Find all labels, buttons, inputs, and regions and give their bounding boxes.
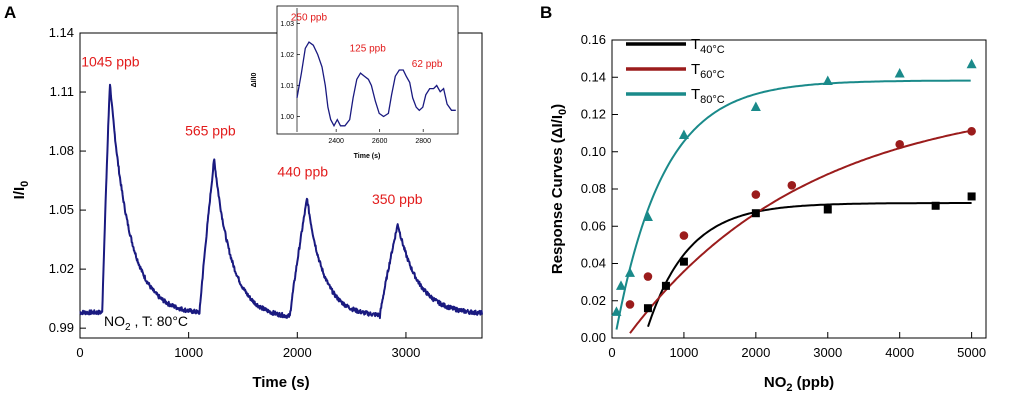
- data-point: [966, 58, 977, 69]
- panel-b-x-ticks: 0 1000 2000 3000 4000 5000: [608, 332, 986, 360]
- panel-b: 0.00 0.02 0.04 0.06 0.08 0.10 0.12 0.14 0.16 0 10…: [549, 32, 987, 394]
- inset-y-axis-label: ΔI/I0: [251, 73, 258, 88]
- data-point: [894, 68, 905, 78]
- b-ytick-label: 0.00: [581, 330, 606, 345]
- inset-peak-label: 125 ppb: [350, 43, 387, 54]
- data-point: [642, 211, 653, 221]
- a-xtick-label: 3000: [391, 345, 420, 360]
- peak-label: 1045 ppb: [81, 53, 140, 69]
- inset-frame: [276, 5, 459, 135]
- b-ytick-label: 0.06: [581, 218, 606, 233]
- panel-b-x-axis-label: NO2 (ppb): [764, 374, 834, 394]
- b-xtick-label: 4000: [885, 345, 914, 360]
- panel-a-peak-labels: 1045 ppb 565 ppb 440 ppb 350 ppb: [81, 53, 423, 207]
- b-xtick-label: 3000: [813, 345, 842, 360]
- fit-curve: [615, 79, 971, 330]
- inset-ytick-label: 1.02: [280, 52, 294, 59]
- data-point: [679, 231, 689, 240]
- data-point: [750, 101, 761, 112]
- panel-b-y-axis-label: Response Curves (ΔI/I0): [549, 104, 569, 274]
- b-ytick-label: 0.14: [581, 69, 606, 84]
- panel-a-inset: 1.00 1.01 1.02 1.03 2400 2600 2800 250 ppb 125…: [251, 5, 459, 160]
- panel-b-points: [611, 58, 977, 316]
- data-point: [624, 267, 635, 277]
- b-xtick-label: 1000: [669, 345, 698, 360]
- panel-a-y-ticks: 0.99 1.02 1.05 1.08 1.11 1.14: [49, 25, 86, 335]
- inset-labels: 250 ppb 125 ppb 62 ppb: [291, 12, 443, 70]
- a-ytick-label: 1.14: [49, 25, 74, 40]
- inset-ytick-label: 1.03: [280, 21, 294, 28]
- legend-label: T60°C: [691, 61, 725, 81]
- data-point: [643, 304, 652, 313]
- data-point: [967, 192, 976, 201]
- b-ytick-label: 0.04: [581, 256, 606, 271]
- inset-series-line: [296, 41, 456, 128]
- a-ytick-label: 1.05: [49, 202, 74, 217]
- panel-b-letter: B: [540, 3, 552, 22]
- panel-b-legend: T40°C T60°C T80°C: [626, 36, 725, 106]
- inset-xtick-label: 2400: [328, 138, 344, 145]
- panel-a-series-line: [79, 83, 483, 320]
- panel-a: 0.99 1.02 1.05 1.08 1.11 1.14 0 1000 2000 3000 1…: [11, 5, 483, 391]
- data-point: [787, 180, 797, 190]
- a-ytick-label: 0.99: [49, 320, 74, 335]
- data-point: [678, 129, 689, 139]
- inset-xtick-label: 2600: [372, 138, 388, 145]
- b-xtick-label: 5000: [957, 345, 986, 360]
- inset-xtick-label: 2800: [415, 138, 431, 145]
- peak-label: 350 ppb: [372, 191, 423, 207]
- data-point: [611, 306, 622, 316]
- data-point: [615, 280, 626, 290]
- a-xtick-label: 1000: [174, 345, 203, 360]
- data-point: [679, 257, 688, 266]
- panel-b-y-ticks: 0.00 0.02 0.04 0.06 0.08 0.10 0.12 0.14 0.16: [581, 32, 618, 345]
- inset-ytick-label: 1.01: [280, 83, 294, 90]
- b-ytick-label: 0.16: [581, 32, 606, 47]
- b-ytick-label: 0.02: [581, 293, 606, 308]
- peak-label: 440 ppb: [277, 164, 328, 180]
- data-point: [895, 140, 904, 149]
- data-point: [625, 300, 635, 309]
- data-point: [931, 201, 940, 210]
- inset-peak-label: 250 ppb: [291, 12, 328, 23]
- panel-a-y-axis-label: I/I0: [11, 181, 31, 200]
- fit-curve: [629, 129, 972, 334]
- legend-label: T40°C: [691, 36, 725, 56]
- inset-ytick-label: 1.00: [280, 114, 294, 121]
- b-xtick-label: 2000: [741, 345, 770, 360]
- b-ytick-label: 0.12: [581, 107, 606, 122]
- fit-curve: [647, 202, 972, 328]
- inset-y-ticks: 1.00 1.01 1.02 1.03: [280, 8, 300, 132]
- data-point: [822, 75, 833, 85]
- a-ytick-label: 1.11: [50, 84, 74, 99]
- a-xtick-label: 2000: [283, 345, 312, 360]
- a-ytick-label: 1.02: [49, 261, 74, 276]
- data-point: [661, 281, 670, 290]
- b-xtick-label: 0: [608, 345, 615, 360]
- panel-a-letter: A: [4, 3, 16, 22]
- b-ytick-label: 0.08: [581, 181, 606, 196]
- data-point: [967, 126, 976, 136]
- inset-peak-label: 62 ppb: [412, 59, 443, 70]
- panel-a-x-axis-label: Time (s): [252, 374, 309, 391]
- inset-x-ticks: 2400 2600 2800: [328, 129, 431, 145]
- data-point: [823, 205, 832, 214]
- data-point: [751, 209, 760, 218]
- panel-a-x-ticks: 0 1000 2000 3000: [76, 332, 420, 360]
- panel-a-condition-note: NO2 , T: 80°C: [104, 313, 188, 333]
- a-ytick-label: 1.08: [49, 143, 74, 158]
- b-ytick-label: 0.10: [581, 144, 606, 159]
- data-point: [643, 272, 653, 281]
- data-point: [751, 190, 761, 199]
- peak-label: 565 ppb: [185, 122, 236, 138]
- inset-x-axis-label: Time (s): [354, 153, 381, 160]
- panel-b-fit-curves: [615, 79, 972, 334]
- legend-label: T80°C: [691, 86, 725, 106]
- a-xtick-label: 0: [76, 345, 83, 360]
